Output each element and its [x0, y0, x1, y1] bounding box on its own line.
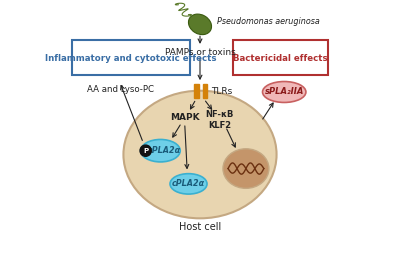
- Text: Pseudomonas aeruginosa: Pseudomonas aeruginosa: [216, 17, 319, 26]
- Text: PAMPs or toxins: PAMPs or toxins: [165, 48, 235, 57]
- Text: P: P: [143, 148, 148, 154]
- Ellipse shape: [124, 91, 276, 218]
- Ellipse shape: [170, 174, 207, 194]
- FancyBboxPatch shape: [194, 84, 199, 98]
- Text: Bactericidal effects: Bactericidal effects: [233, 54, 328, 63]
- Ellipse shape: [262, 82, 306, 102]
- Text: AA and Lyso-PC: AA and Lyso-PC: [87, 85, 154, 94]
- Ellipse shape: [141, 140, 180, 162]
- Ellipse shape: [223, 149, 269, 188]
- Text: cPLA2α: cPLA2α: [172, 179, 205, 188]
- Text: MAPK: MAPK: [170, 113, 200, 122]
- FancyBboxPatch shape: [202, 84, 207, 98]
- Text: sPLA₂IIA: sPLA₂IIA: [264, 87, 304, 96]
- Text: Host cell: Host cell: [179, 222, 221, 232]
- Text: cPLA2α: cPLA2α: [148, 146, 181, 155]
- Text: TLRs: TLRs: [212, 87, 233, 96]
- FancyBboxPatch shape: [72, 40, 190, 75]
- Text: Inflammatory and cytotoxic effects: Inflammatory and cytotoxic effects: [45, 54, 217, 63]
- Text: NF-κB
KLF2: NF-κB KLF2: [206, 110, 234, 130]
- FancyBboxPatch shape: [233, 40, 328, 75]
- Circle shape: [140, 145, 151, 156]
- Ellipse shape: [188, 14, 212, 35]
